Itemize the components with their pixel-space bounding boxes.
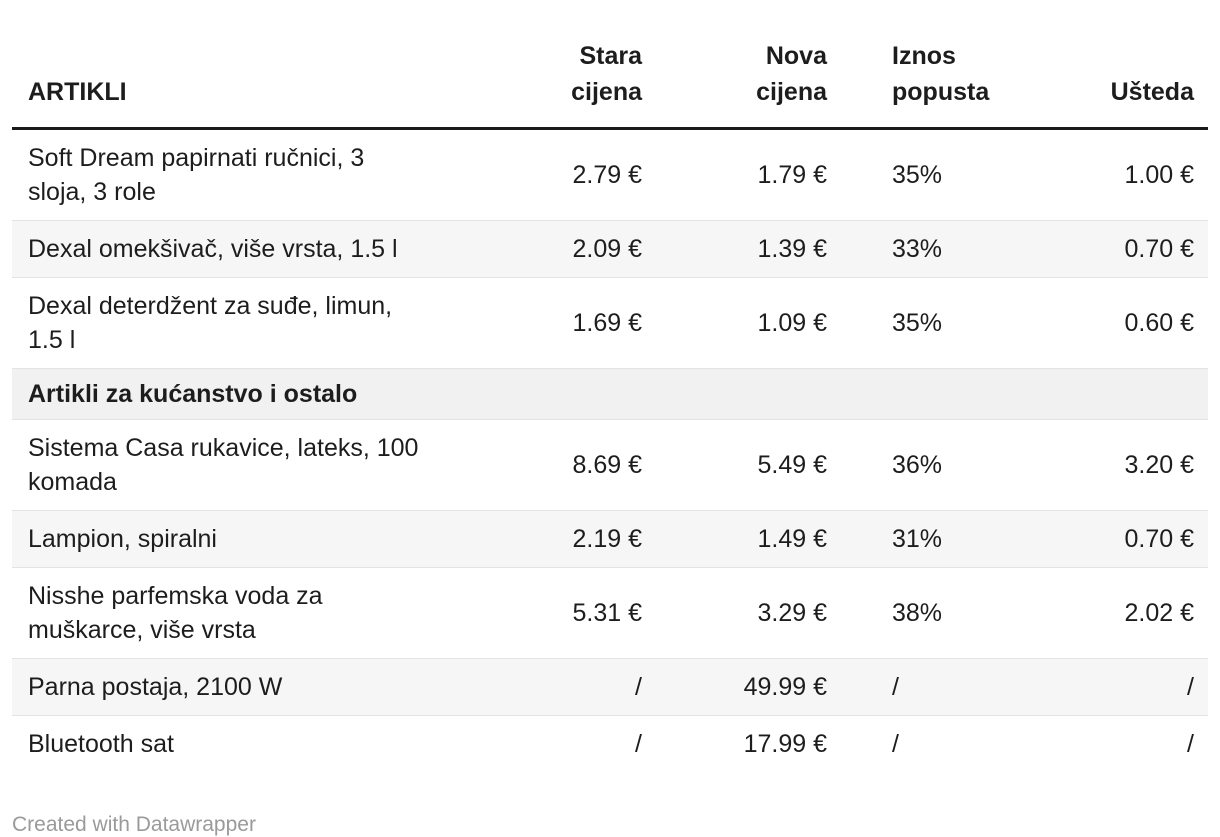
cell-artikli: Bluetooth sat (28, 730, 174, 758)
cell-nova-cijena: 1.09 € (757, 309, 827, 337)
cell-artikli: Dexal deterdžent za suđe, limun, 1.5 l (28, 292, 393, 354)
cell-usteda: / (1187, 673, 1194, 701)
cell-stara-cijena: 1.69 € (572, 309, 642, 337)
cell-nova-cijena: 17.99 € (743, 730, 827, 758)
table-header: ARTIKLI Stara cijena Nova cijena Iznos p… (12, 0, 1208, 130)
cell-iznos-popusta: 36% (892, 451, 943, 479)
cell-iznos-popusta: / (892, 730, 899, 758)
column-header-artikli: ARTIKLI (12, 0, 425, 130)
header-row: ARTIKLI Stara cijena Nova cijena Iznos p… (12, 0, 1208, 130)
cell-usteda: 0.70 € (1124, 235, 1194, 263)
cell-usteda: 0.70 € (1124, 525, 1194, 553)
table-row: Dexal deterdžent za suđe, limun, 1.5 l 1.… (12, 277, 1208, 369)
attribution: Created with Datawrapper (12, 812, 1208, 837)
cell-iznos-popusta: 33% (892, 235, 943, 263)
price-table: ARTIKLI Stara cijena Nova cijena Iznos p… (12, 0, 1208, 772)
section-header-row: Artikli za kućanstvo i ostalo (12, 368, 1208, 420)
cell-artikli: Sistema Casa rukavice, lateks, 100 komad… (28, 434, 419, 496)
cell-iznos-popusta: 35% (892, 161, 943, 189)
datawrapper-table-widget: ARTIKLI Stara cijena Nova cijena Iznos p… (12, 0, 1208, 837)
datawrapper-attribution-link[interactable]: Created with Datawrapper (12, 813, 256, 836)
cell-stara-cijena: 8.69 € (572, 451, 642, 479)
table-row: Sistema Casa rukavice, lateks, 100 komad… (12, 419, 1208, 511)
cell-stara-cijena: / (635, 673, 642, 701)
cell-usteda: / (1187, 730, 1194, 758)
cell-artikli: Nisshe parfemska voda za muškarce, više … (28, 582, 323, 644)
cell-nova-cijena: 1.39 € (757, 235, 827, 263)
cell-stara-cijena: 2.19 € (572, 525, 642, 553)
column-header-iznos-popusta: Iznos popusta (827, 0, 1007, 130)
cell-iznos-popusta: 35% (892, 309, 943, 337)
cell-stara-cijena: 2.79 € (572, 161, 642, 189)
cell-nova-cijena: 5.49 € (757, 451, 827, 479)
table-row: Lampion, spiralni 2.19 € 1.49 € 31% 0.70 € (12, 510, 1208, 568)
column-header-usteda: Ušteda (1007, 0, 1208, 130)
cell-nova-cijena: 3.29 € (757, 599, 827, 627)
section-header-label: Artikli za kućanstvo i ostalo (28, 380, 358, 408)
cell-usteda: 3.20 € (1124, 451, 1194, 479)
table-row: Soft Dream papirnati ručnici, 3 sloja, 3… (12, 129, 1208, 221)
cell-nova-cijena: 1.49 € (757, 525, 827, 553)
cell-artikli: Soft Dream papirnati ručnici, 3 sloja, 3… (28, 144, 365, 206)
cell-nova-cijena: 49.99 € (743, 673, 827, 701)
table-row: Nisshe parfemska voda za muškarce, više … (12, 567, 1208, 659)
cell-iznos-popusta: 38% (892, 599, 943, 627)
cell-iznos-popusta: 31% (892, 525, 943, 553)
table-row: Bluetooth sat / 17.99 € / / (12, 715, 1208, 773)
cell-stara-cijena: 5.31 € (572, 599, 642, 627)
column-header-nova-cijena: Nova cijena (642, 0, 827, 130)
table-body: Soft Dream papirnati ručnici, 3 sloja, 3… (12, 129, 1208, 773)
column-header-stara-cijena: Stara cijena (425, 0, 642, 130)
cell-stara-cijena: / (635, 730, 642, 758)
cell-usteda: 2.02 € (1124, 599, 1194, 627)
cell-usteda: 1.00 € (1124, 161, 1194, 189)
cell-artikli: Dexal omekšivač, više vrsta, 1.5 l (28, 235, 398, 263)
cell-usteda: 0.60 € (1124, 309, 1194, 337)
table-row: Parna postaja, 2100 W / 49.99 € / / (12, 658, 1208, 716)
cell-artikli: Lampion, spiralni (28, 525, 217, 553)
table-row: Dexal omekšivač, više vrsta, 1.5 l 2.09 €… (12, 220, 1208, 278)
cell-stara-cijena: 2.09 € (572, 235, 642, 263)
cell-iznos-popusta: / (892, 673, 899, 701)
cell-artikli: Parna postaja, 2100 W (28, 673, 283, 701)
cell-nova-cijena: 1.79 € (757, 161, 827, 189)
